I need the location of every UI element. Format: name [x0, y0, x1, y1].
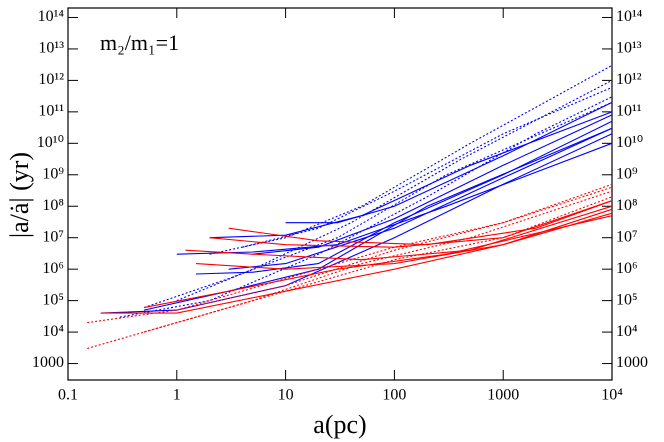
series-line — [143, 190, 613, 333]
y-tick-label-right: 10⁷ — [616, 228, 638, 245]
series-line — [228, 200, 613, 246]
series-line — [100, 133, 613, 314]
y-tick-label-right: 10¹¹ — [616, 103, 642, 120]
series-line — [185, 205, 613, 261]
series-line — [242, 86, 613, 248]
series-line — [195, 120, 613, 275]
y-tick-label-right: 10¹² — [616, 71, 642, 88]
series-line — [252, 114, 613, 255]
x-tick-label: 100 — [382, 387, 406, 404]
y-tick-label: 10¹⁰ — [37, 134, 64, 151]
series-line — [87, 196, 613, 350]
series-line — [143, 127, 613, 311]
series-line — [209, 200, 613, 248]
series-line — [285, 101, 613, 224]
y-tick-label-right: 10¹⁰ — [616, 134, 643, 151]
y-tick-label-right: 10⁸ — [616, 197, 638, 214]
series-line — [209, 64, 613, 255]
y-tick-label-right: 10⁶ — [616, 260, 638, 277]
x-tick-label: 1000 — [487, 387, 519, 404]
series-line — [87, 186, 613, 324]
plot-frame — [67, 7, 613, 381]
series-line — [143, 101, 613, 309]
series-line — [119, 96, 613, 318]
y-tick-label-right: 10⁵ — [616, 291, 638, 308]
y-tick-label: 10⁹ — [42, 165, 64, 182]
y-tick-label: 10¹³ — [38, 40, 64, 57]
y-tick-label: 10⁴ — [42, 323, 64, 340]
x-axis-label: a(pc) — [313, 410, 366, 439]
annotation: m₂/m₁=1 — [100, 30, 179, 55]
x-tick-label: 1 — [173, 387, 181, 404]
y-tick-label-right: 10⁹ — [616, 165, 638, 182]
series-line — [176, 183, 613, 311]
y-tick-label-right: 10¹⁴ — [616, 8, 643, 25]
y-tick-label-right: 10⁴ — [616, 323, 638, 340]
series-line — [100, 212, 613, 314]
y-tick-label: 10¹⁴ — [38, 8, 65, 25]
y-axis-label: |a/ȧ| (yr) — [5, 152, 34, 238]
y-tick-label: 10⁸ — [42, 197, 64, 214]
x-tick-label: 0.1 — [58, 387, 78, 404]
y-tick-label-right: 10¹³ — [616, 40, 642, 57]
y-tick-label: 10⁵ — [42, 291, 64, 308]
y-tick-label: 10⁷ — [42, 228, 64, 245]
series-line — [228, 127, 613, 270]
y-tick-label-right: 1000 — [616, 354, 648, 371]
series-line — [143, 215, 613, 309]
x-tick-label: 10⁴ — [601, 387, 623, 404]
y-tick-label: 10⁶ — [42, 260, 64, 277]
y-tick-label: 10¹² — [38, 71, 64, 88]
y-tick-label: 10¹¹ — [38, 103, 64, 120]
x-tick-label: 10 — [278, 387, 294, 404]
series-line — [176, 79, 613, 302]
y-tick-label: 1000 — [32, 354, 64, 371]
